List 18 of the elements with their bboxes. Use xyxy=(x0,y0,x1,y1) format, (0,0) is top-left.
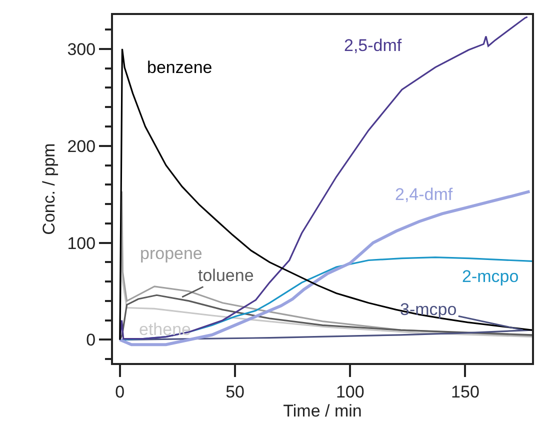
x-tick-label: 50 xyxy=(226,382,244,402)
series-label: 2-mcpo xyxy=(462,267,519,286)
series-label: ethene xyxy=(139,320,191,339)
y-tick-label: 100 xyxy=(67,234,96,253)
x-tick-label: 100 xyxy=(336,382,364,402)
series-label: 3-mcpo xyxy=(400,300,457,319)
x-axis-title: Time / min xyxy=(283,401,362,420)
x-tick-label: 150 xyxy=(451,382,480,402)
series-label: 2,4-dmf xyxy=(395,185,453,204)
x-tick-label: 0 xyxy=(115,382,125,402)
series-label: propene xyxy=(140,244,202,263)
y-tick-label: 300 xyxy=(67,40,96,59)
y-tick-label: 0 xyxy=(86,330,96,350)
series-label: 2,5-dmf xyxy=(344,36,402,55)
series-label: toluene xyxy=(198,266,254,285)
y-tick-label: 200 xyxy=(67,136,96,156)
y-axis-title: Conc. / ppm xyxy=(39,143,58,235)
series-label: benzene xyxy=(147,58,212,77)
